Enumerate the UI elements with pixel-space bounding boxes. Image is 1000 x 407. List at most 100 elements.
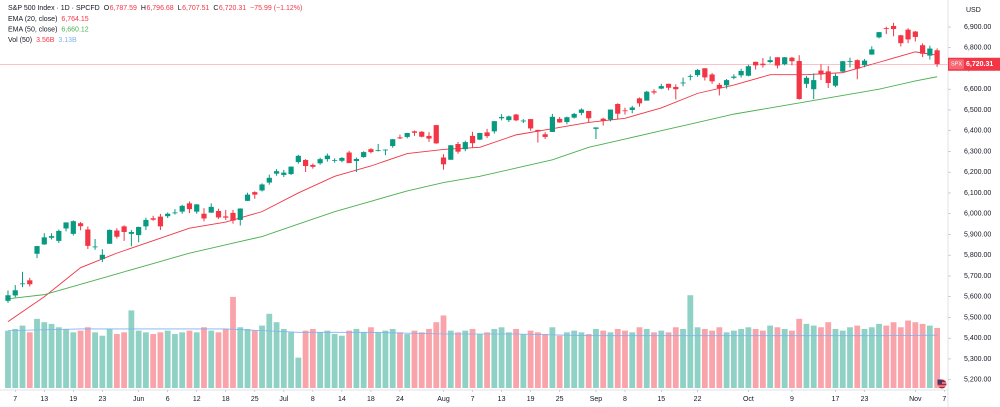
volume-bar: [716, 327, 723, 388]
candle-body: [390, 139, 396, 147]
candle-body: [934, 50, 940, 65]
volume-bar: [760, 330, 766, 388]
x-tick-label: Aug: [437, 396, 450, 403]
candle-body: [63, 222, 69, 229]
candle-body: [223, 216, 229, 218]
candle-body: [636, 98, 643, 104]
volume-bar: [919, 323, 926, 388]
candle-body: [876, 32, 882, 38]
candle-body: [484, 132, 490, 137]
volume-bar: [730, 330, 737, 388]
candle-body: [426, 135, 432, 139]
volume-bar: [418, 332, 425, 388]
candle-body: [629, 107, 635, 110]
volume-pane: [5, 295, 941, 388]
candle-body: [302, 159, 309, 166]
y-tick-label: 6,900.00: [964, 24, 991, 31]
volume-bar: [825, 322, 832, 388]
volume-bar: [179, 332, 186, 388]
ohlc-key: L: [178, 5, 182, 12]
candle-body: [12, 290, 18, 296]
candle-body: [600, 118, 606, 121]
candle-body: [564, 117, 570, 123]
candle-body: [19, 283, 26, 285]
x-tick-label: Nov: [909, 396, 922, 403]
indicator-name: Vol (50): [8, 37, 32, 44]
volume-bar: [5, 330, 11, 388]
candle-body: [745, 66, 751, 76]
volume-bar: [41, 322, 48, 388]
volume-bar: [128, 310, 135, 388]
candle-body: [622, 110, 628, 112]
volume-bar: [694, 327, 701, 388]
volume-bar: [796, 318, 803, 388]
volume-bar: [324, 330, 331, 388]
volume-bar: [680, 328, 686, 388]
candle-body: [368, 149, 374, 153]
x-tick-label: 23: [861, 396, 869, 403]
volume-bar: [622, 330, 628, 388]
ohlc-value: 6,707.51: [182, 5, 209, 12]
volume-bar: [331, 334, 338, 388]
candle-body: [34, 246, 40, 254]
volume-bar: [491, 328, 498, 388]
volume-bar: [143, 332, 149, 388]
volume-bar: [360, 332, 367, 388]
y-tick-label: 5,600.00: [964, 294, 991, 301]
ema-line: [7, 51, 938, 322]
volume-bar: [99, 335, 106, 388]
volume-bar: [244, 328, 251, 388]
y-tick-label: 5,900.00: [964, 231, 991, 238]
volume-bar: [382, 330, 389, 388]
volume-bar: [368, 327, 374, 388]
candle-body: [593, 127, 599, 129]
volume-bar: [19, 325, 26, 388]
volume-bar: [723, 332, 730, 388]
candle-body: [440, 157, 447, 165]
volume-bar: [513, 328, 520, 388]
candle-body: [77, 223, 84, 227]
volume-bar: [701, 328, 708, 388]
x-tick-label: 19: [69, 396, 77, 403]
candle-body: [673, 86, 679, 90]
volume-bar: [803, 323, 810, 388]
y-tick-label: 5,400.00: [964, 335, 991, 342]
candle-body: [455, 143, 461, 152]
y-tick-label: 6,000.00: [964, 211, 991, 218]
x-tick-label: 25: [556, 396, 564, 403]
legend-row: S&P 500 Index · 1D · SPCFD O6,787.59 H6,79…: [8, 5, 302, 12]
volume-bar: [186, 330, 193, 388]
ema-line: [7, 76, 938, 300]
last-price-label: 6,720.31: [966, 61, 993, 68]
candle-body: [825, 71, 831, 83]
volume-bar: [549, 327, 556, 388]
volume-bar: [534, 332, 541, 388]
volume-bar: [77, 330, 84, 388]
volume-bar: [883, 325, 890, 388]
candle-body: [157, 216, 164, 227]
y-tick-label: 6,100.00: [964, 190, 991, 197]
volume-bar: [651, 332, 657, 388]
candle-body: [186, 203, 193, 210]
x-tick-label: 18: [222, 396, 230, 403]
x-tick-label: 7: [942, 396, 946, 403]
candle-body: [136, 226, 142, 236]
candle-body: [549, 116, 555, 132]
legend-title: S&P 500 Index · 1D · SPCFD: [8, 5, 100, 12]
candle-body: [5, 295, 11, 301]
candle-body: [615, 103, 621, 114]
volume-bar: [926, 325, 933, 388]
x-tick-label: Jun: [133, 396, 144, 403]
y-tick-label: 5,700.00: [964, 273, 991, 280]
candle-body: [114, 230, 120, 237]
candle-body: [128, 231, 134, 234]
volume-bar: [709, 330, 715, 388]
symbol-label: SPX: [951, 62, 962, 68]
currency-label: USD: [966, 7, 981, 14]
volume-bar: [433, 322, 440, 388]
x-tick-label: 25: [251, 396, 259, 403]
volume-bar: [665, 332, 672, 388]
volume-bar: [934, 327, 941, 388]
candle-body: [927, 48, 933, 56]
